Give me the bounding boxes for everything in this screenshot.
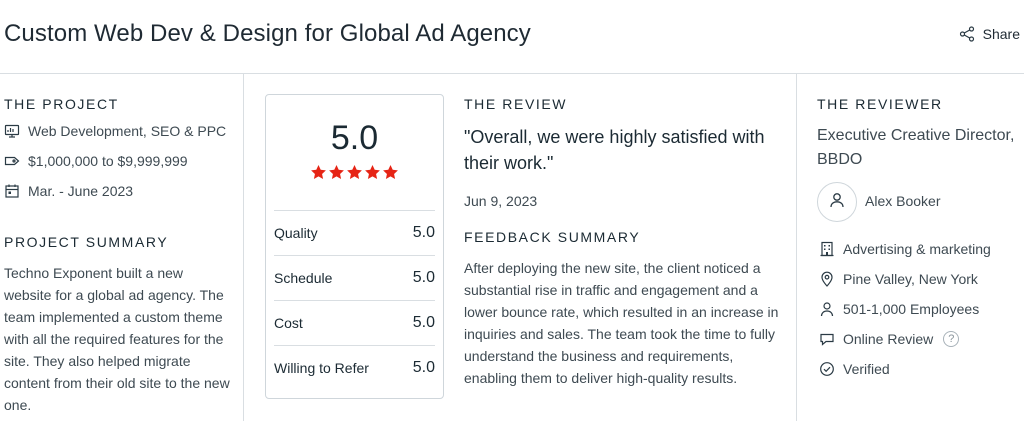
reviewer-review-source: Online Review ?: [819, 331, 960, 347]
rating-label: Quality: [274, 225, 318, 241]
reviewer-location-text: Pine Valley, New York: [843, 271, 978, 287]
reviewer-company-size: 501-1,000 Employees: [819, 301, 979, 317]
reviewer-industry: Advertising & marketing: [819, 241, 991, 257]
location-pin-icon: [819, 271, 835, 287]
star-rating: [310, 164, 399, 181]
project-budget-text: $1,000,000 to $9,999,999: [28, 153, 188, 169]
project-summary-title: PROJECT SUMMARY: [4, 234, 169, 250]
star-icon: [328, 164, 345, 181]
star-icon: [382, 164, 399, 181]
project-services-text: Web Development, SEO & PPC: [28, 123, 227, 139]
share-button[interactable]: Share: [959, 26, 1020, 42]
project-column: THE PROJECT Web Development, SEO & PPC $…: [0, 74, 244, 421]
reviewer-section-title: THE REVIEWER: [817, 96, 943, 112]
star-icon: [346, 164, 363, 181]
feedback-summary-text: After deploying the new site, the client…: [464, 260, 779, 386]
check-circle-icon: [819, 361, 835, 377]
rating-value: 5.0: [412, 269, 435, 286]
rating-value: 5.0: [412, 359, 435, 376]
reviewer-company-size-text: 501-1,000 Employees: [843, 301, 980, 317]
project-budget: $1,000,000 to $9,999,999: [4, 153, 188, 169]
help-icon[interactable]: ?: [943, 331, 960, 347]
review-section-title: THE REVIEW: [464, 96, 568, 112]
reviewer-name: Alex Booker: [865, 193, 941, 209]
reviewer-verified-text: Verified: [843, 361, 890, 377]
feedback-summary-title: FEEDBACK SUMMARY: [464, 229, 641, 245]
reviewer-verified: Verified: [819, 361, 890, 377]
rating-value: 5.0: [412, 224, 435, 241]
reviewer-location: Pine Valley, New York: [819, 271, 978, 287]
project-section-title: THE PROJECT: [4, 96, 119, 112]
rating-label: Willing to Refer: [274, 360, 369, 376]
reviewer-industry-text: Advertising & marketing: [843, 241, 991, 257]
project-services: Web Development, SEO & PPC: [4, 123, 226, 139]
chat-bubble-icon: [819, 331, 835, 347]
rating-row-cost: Cost 5.0: [274, 300, 435, 345]
reviewer-review-source-text: Online Review: [843, 331, 934, 347]
page-title: Custom Web Dev & Design for Global Ad Ag…: [4, 20, 531, 47]
rating-value: 5.0: [412, 314, 435, 331]
share-label: Share: [982, 26, 1020, 42]
star-icon: [310, 164, 327, 181]
share-icon: [959, 26, 975, 42]
user-icon: [819, 301, 835, 317]
avatar: [817, 182, 857, 222]
reviewer-job-title: Executive Creative Director, BBDO: [817, 127, 1015, 168]
rating-row-quality: Quality 5.0: [274, 210, 435, 255]
project-dates-text: Mar. - June 2023: [28, 183, 134, 199]
monitor-icon: [4, 123, 20, 139]
review-date: Jun 9, 2023: [464, 193, 538, 209]
user-icon: [828, 191, 846, 214]
star-icon: [364, 164, 381, 181]
price-tag-icon: [4, 153, 20, 169]
rating-row-willing-to-refer: Willing to Refer 5.0: [274, 345, 435, 390]
review-header: Custom Web Dev & Design for Global Ad Ag…: [0, 0, 1024, 74]
project-summary-text: Techno Exponent built a new website for …: [4, 265, 230, 413]
rating-label: Schedule: [274, 270, 333, 286]
building-icon: [819, 241, 835, 257]
overall-score: 5.0: [330, 119, 379, 157]
rating-label: Cost: [274, 315, 303, 331]
calendar-icon: [4, 183, 20, 199]
review-quote: "Overall, we were highly satisfied with …: [464, 127, 765, 173]
score-card: 5.0 Quality 5.0 Schedule 5.0 Cost 5.0 Wi…: [265, 94, 444, 399]
project-dates: Mar. - June 2023: [4, 183, 133, 199]
reviewer-column: THE REVIEWER Executive Creative Director…: [796, 74, 1024, 421]
rating-row-schedule: Schedule 5.0: [274, 255, 435, 300]
